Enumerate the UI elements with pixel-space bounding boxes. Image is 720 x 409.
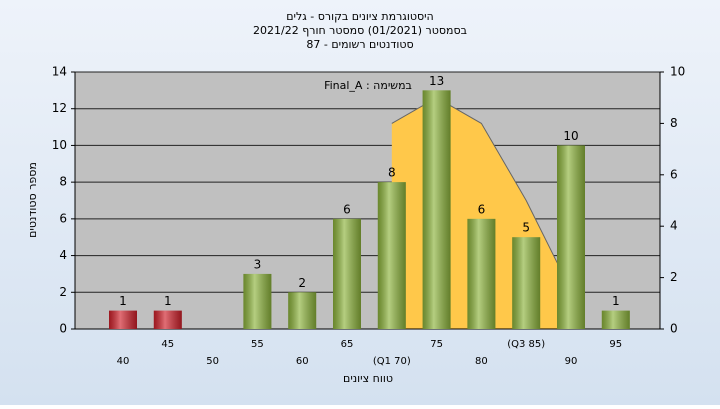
x-tick-label: 75 xyxy=(430,339,443,350)
value-label: 8 xyxy=(388,166,396,180)
value-label: 3 xyxy=(254,257,262,271)
bar-shade xyxy=(467,218,496,329)
y2-tick-label: 8 xyxy=(670,116,678,130)
y-tick-label: 0 xyxy=(59,322,67,336)
bar-shade xyxy=(422,90,451,329)
y2-tick-label: 2 xyxy=(670,270,678,284)
x-tick-label: 95 xyxy=(609,339,622,350)
x-tick-label: 90 xyxy=(565,356,578,367)
y2-tick-label: 0 xyxy=(670,322,678,336)
bar-shade xyxy=(512,237,541,329)
x-tick-label: 40 xyxy=(117,356,130,367)
bar-shade xyxy=(377,182,406,329)
x-tick-label: 60 xyxy=(296,356,309,367)
bar-shade xyxy=(333,218,361,329)
y-tick-label: 10 xyxy=(52,138,67,152)
bar-shade xyxy=(243,273,272,329)
y-tick-label: 8 xyxy=(59,175,67,189)
bar-shade xyxy=(601,310,630,329)
y-tick-label: 12 xyxy=(52,101,67,115)
curve-line xyxy=(391,97,572,291)
chart-title: היסטוגרמת ציונים בקורס - גלים xyxy=(286,10,434,23)
value-label: 6 xyxy=(478,202,486,216)
value-label: 13 xyxy=(429,74,444,88)
value-label: 1 xyxy=(612,294,620,308)
y-tick-label: 6 xyxy=(59,211,67,225)
y-tick-label: 14 xyxy=(52,65,67,79)
x-tick-label: 80 xyxy=(475,356,488,367)
bar-shade xyxy=(288,292,317,329)
bar-shade xyxy=(109,310,137,329)
y-tick-label: 2 xyxy=(59,285,67,299)
value-label: 6 xyxy=(343,202,351,216)
value-label: 10 xyxy=(563,129,578,143)
value-label: 2 xyxy=(298,276,306,290)
x-tick-label: 55 xyxy=(251,339,264,350)
x-tick-label: 50 xyxy=(206,356,219,367)
y2-tick-label: 4 xyxy=(670,219,678,233)
value-label: 1 xyxy=(164,294,172,308)
value-label: 5 xyxy=(522,221,530,235)
y-tick-label: 4 xyxy=(59,248,67,262)
y2-tick-label: 10 xyxy=(670,65,685,79)
value-label: 1 xyxy=(119,294,127,308)
x-tick-label: (Q3 85) xyxy=(507,339,545,350)
x-tick-label: (Q1 70) xyxy=(373,356,411,367)
chart-subtitle: סטודנטים רשומים - 87 xyxy=(306,38,413,51)
chart-subtitle: בסמסטר (01/2021) סמסטר חורף 2021/22 xyxy=(253,24,467,37)
x-tick-label: 45 xyxy=(161,339,174,350)
annotation: במשימה : Final_A xyxy=(324,79,412,92)
x-axis-label: טווח ציונים xyxy=(343,372,393,385)
bar-shade xyxy=(153,310,182,329)
x-tick-label: 65 xyxy=(341,339,354,350)
y-axis-label: מספר סטודנטים xyxy=(26,162,39,238)
y2-tick-label: 6 xyxy=(670,167,678,181)
bar-shade xyxy=(557,145,585,329)
